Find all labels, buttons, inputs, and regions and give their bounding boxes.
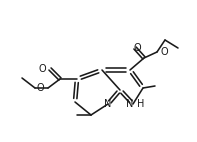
Text: N: N <box>104 99 112 109</box>
Text: O: O <box>161 47 169 57</box>
Text: O: O <box>38 64 46 74</box>
Text: N: N <box>126 99 133 109</box>
Text: H: H <box>137 99 144 109</box>
Text: O: O <box>133 43 141 53</box>
Text: O: O <box>36 83 44 93</box>
